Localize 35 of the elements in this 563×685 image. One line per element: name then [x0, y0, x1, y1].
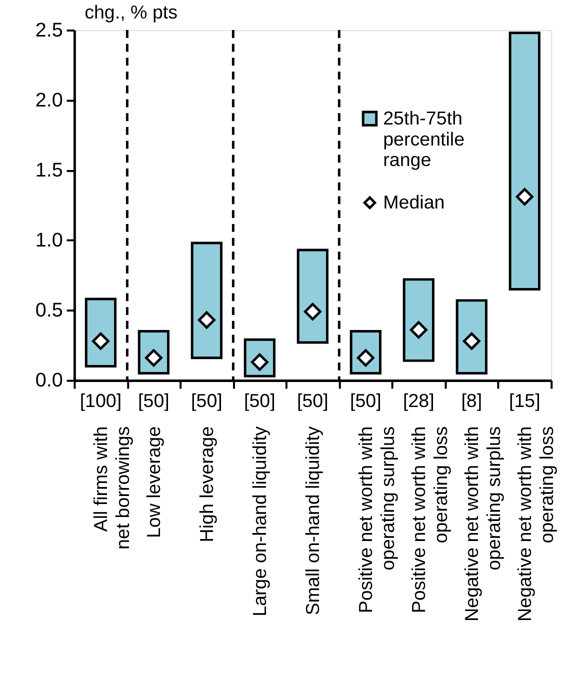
- point: [516, 188, 534, 206]
- y-tick-label: 2.5: [35, 19, 63, 42]
- point: [410, 321, 428, 339]
- text: [50]: [350, 390, 382, 412]
- y-tick-label: 0.5: [35, 300, 63, 322]
- bar: [402, 278, 434, 362]
- legend-label: Median: [383, 192, 445, 213]
- text: [50]: [191, 390, 222, 412]
- legend-label: 25th-75th percentile range: [383, 108, 465, 170]
- bar: [190, 242, 222, 360]
- y-axis-title: chg., % pts: [84, 2, 178, 23]
- text: [28]: [402, 390, 434, 412]
- bar: [456, 299, 488, 375]
- bar: [84, 298, 117, 368]
- text: [8]: [461, 390, 482, 412]
- text: [100]: [80, 390, 122, 412]
- x-tick-label: All firms with net borrowings: [90, 426, 133, 550]
- text: [50]: [297, 390, 328, 412]
- point: [304, 302, 322, 320]
- text: [50]: [244, 390, 276, 412]
- x-tick-label: High leverage: [196, 426, 218, 542]
- point: [198, 311, 216, 329]
- x-tick-label: Low leverage: [143, 426, 164, 538]
- y-tick-label: 0.0: [35, 370, 63, 392]
- bar: [296, 248, 328, 344]
- x-tick-label: Large on-hand liquidity: [249, 426, 270, 616]
- y-tick-label: 2.0: [35, 90, 63, 112]
- text: [50]: [138, 390, 170, 412]
- x-tick-label: Small on-hand liquidity: [302, 426, 324, 616]
- y-tick-label: 1.0: [35, 230, 63, 252]
- x-tick-label: Positive net worth with operating surplus: [355, 426, 398, 614]
- point: [462, 332, 480, 350]
- text: [15]: [508, 390, 540, 412]
- y-tick-label: 1.5: [35, 160, 63, 182]
- bar: [508, 32, 540, 290]
